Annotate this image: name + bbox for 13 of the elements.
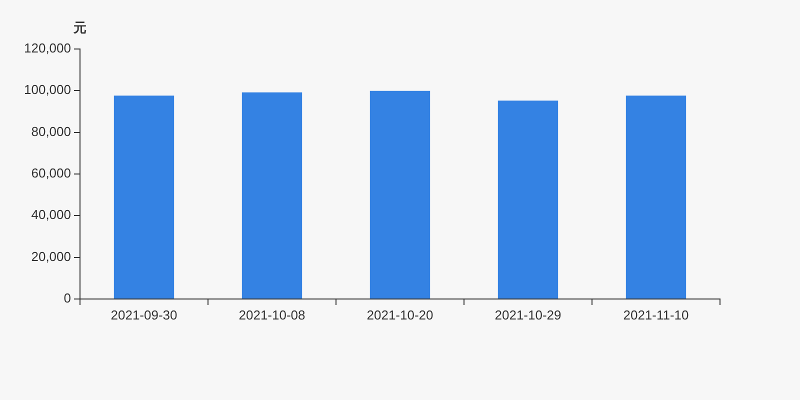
y-tick-label: 120,000 [24,40,71,56]
y-axis-title: 元 [72,20,86,36]
y-tick-label: 20,000 [31,248,71,264]
x-tick-label: 2021-09-30 [110,307,178,322]
y-tick-label: 40,000 [31,207,71,222]
x-tick-label: 2021-10-29 [494,307,562,322]
y-tick-label: 80,000 [31,124,71,139]
y-tick-label: 60,000 [31,166,71,181]
x-tick-label: 2021-11-10 [623,307,689,322]
y-tick-label: 100,000 [24,82,71,98]
y-tick-label: 0 [64,290,71,306]
x-tick-label: 2021-10-08 [238,307,306,322]
x-tick-label: 2021-10-20 [366,307,434,322]
